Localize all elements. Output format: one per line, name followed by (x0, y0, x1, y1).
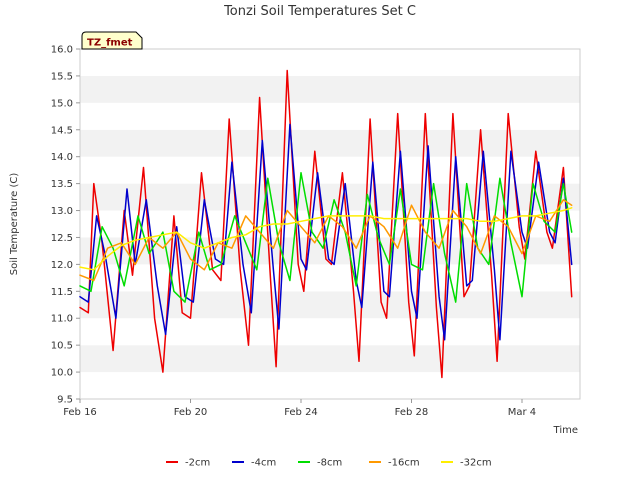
plot-frame (79, 48, 581, 400)
grid-band (80, 75, 580, 103)
legend-label: -4cm (251, 458, 276, 469)
legend-label: -16cm (388, 458, 420, 469)
y-tick-label: 11.5 (51, 287, 73, 298)
series-line-8cm (79, 172, 573, 303)
grid-band (80, 129, 580, 157)
badge-shape (81, 31, 143, 50)
x-tick-label: Feb 24 (284, 407, 318, 418)
y-tick-label: 10.5 (51, 341, 73, 352)
grid-band (80, 345, 580, 373)
y-tick-label: 10.0 (51, 368, 73, 379)
series-line-4cm (79, 123, 573, 341)
legend: -2cm -4cm -8cm -16cm -32cm (166, 458, 492, 469)
x-tick-label: Feb 16 (63, 407, 97, 418)
y-tick-label: 15.0 (51, 98, 73, 109)
grid-band (80, 264, 580, 292)
badge-label: TZ_fmet (87, 38, 133, 49)
grid-band (80, 372, 580, 399)
x-tick-label: Mar 4 (508, 407, 536, 418)
y-tick-label: 13.5 (51, 179, 73, 190)
y-tick-label: 12.0 (51, 260, 73, 271)
series-layer (79, 69, 573, 379)
y-tick-label: 14.0 (51, 152, 73, 163)
x-tick-label: Feb 20 (174, 407, 208, 418)
chart-title: Tonzi Soil Temperatures Set C (223, 4, 416, 19)
y-tick-label: 12.5 (51, 233, 73, 244)
legend-label: -2cm (185, 458, 210, 469)
y-axis-ticks: 9.5 10.0 10.5 11.0 11.5 12.0 12.5 13.0 13.5 14.0 1… (51, 45, 80, 406)
legend-label: -32cm (460, 458, 492, 469)
tz-fmet-badge: TZ_fmet (81, 31, 143, 50)
y-tick-label: 9.5 (57, 395, 73, 406)
y-tick-label: 14.5 (51, 125, 73, 136)
grid-band (80, 102, 580, 130)
y-tick-label: 11.0 (51, 314, 73, 325)
y-tick-label: 16.0 (51, 45, 73, 56)
series-line-2cm (79, 69, 573, 379)
legend-label: -8cm (317, 458, 342, 469)
x-axis-ticks: Feb 16 Feb 20 Feb 24 Feb 28 Mar 4 (63, 399, 536, 418)
grid-band (80, 49, 580, 76)
series-line-32cm (79, 207, 573, 271)
y-tick-label: 15.5 (51, 71, 73, 82)
x-axis-label: Time (553, 425, 578, 436)
y-axis-label: Soil Temperature (C) (9, 173, 20, 276)
x-tick-label: Feb 28 (395, 407, 429, 418)
grid-band (80, 156, 580, 184)
y-tick-label: 13.0 (51, 206, 73, 217)
